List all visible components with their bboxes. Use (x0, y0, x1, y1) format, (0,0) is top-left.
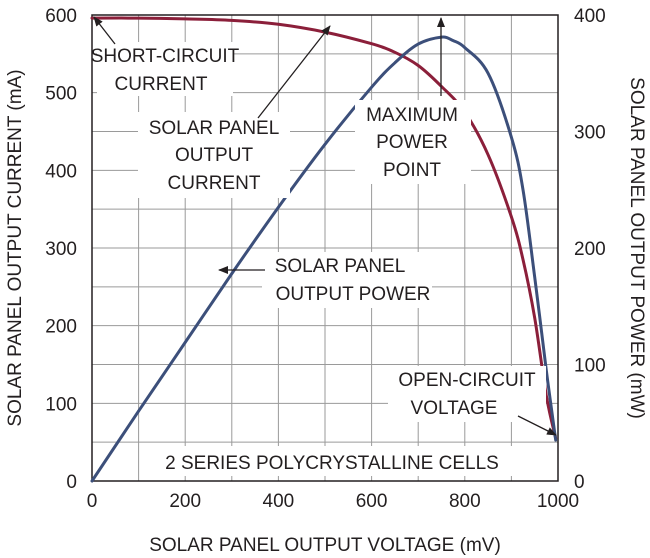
short-circuit-label-line1: SHORT-CIRCUIT (91, 46, 240, 67)
x-tick-label: 600 (356, 491, 388, 512)
output-current-label-line2: OUTPUT (175, 145, 254, 166)
y-left-tick-label: 100 (45, 394, 77, 415)
annotation-short-circuit: SHORT-CIRCUIT CURRENT (91, 16, 240, 96)
y-left-tick-label: 500 (45, 84, 77, 105)
cells-note-label: 2 SERIES POLYCRYSTALLINE CELLS (165, 453, 499, 474)
y-right-tick-labels: 0 100 200 300 400 (574, 6, 606, 493)
short-circuit-label-line2: CURRENT (115, 74, 208, 95)
y-left-tick-label: 400 (45, 161, 77, 182)
output-current-label-line3: CURRENT (168, 173, 261, 194)
open-circuit-label-line2: VOLTAGE (411, 398, 498, 419)
short-circuit-arrow (93, 16, 116, 45)
y-right-tick-label: 400 (574, 6, 606, 27)
open-circuit-arrow (517, 415, 557, 436)
output-power-label-line2: OUTPUT POWER (276, 284, 431, 305)
open-circuit-label-line1: OPEN-CIRCUIT (398, 370, 536, 391)
y-left-tick-label: 0 (66, 472, 77, 493)
output-current-arrow (257, 25, 331, 119)
power-series-line (90, 35, 558, 483)
y-left-tick-label: 300 (45, 239, 77, 260)
x-tick-label: 400 (263, 491, 295, 512)
x-tick-label: 200 (169, 491, 201, 512)
output-power-label-line1: SOLAR PANEL (275, 256, 406, 277)
y-left-tick-label: 600 (45, 6, 77, 27)
output-current-label-line1: SOLAR PANEL (149, 118, 280, 139)
y-right-tick-label: 300 (574, 123, 606, 144)
series-group (90, 16, 558, 483)
x-tick-label: 1000 (537, 491, 579, 512)
x-tick-labels: 0 200 400 600 800 1000 (87, 491, 579, 512)
y-right-tick-label: 0 (574, 472, 585, 493)
current-series-line (90, 16, 558, 440)
annotation-output-current: SOLAR PANEL OUTPUT CURRENT (138, 25, 331, 198)
annotation-cells-note: 2 SERIES POLYCRYSTALLINE CELLS (144, 446, 524, 476)
x-axis-title: SOLAR PANEL OUTPUT VOLTAGE (mV) (149, 535, 501, 556)
y-left-axis-title: SOLAR PANEL OUTPUT CURRENT (mA) (5, 69, 26, 426)
max-power-label-line2: POWER (376, 132, 448, 153)
max-power-label-line1: MAXIMUM (366, 105, 458, 126)
y-left-tick-label: 200 (45, 317, 77, 338)
y-left-tick-labels: 0 100 200 300 400 500 600 (45, 6, 77, 493)
x-tick-label: 0 (87, 491, 98, 512)
plot-frame (91, 14, 559, 482)
y-right-tick-label: 200 (574, 239, 606, 260)
annotation-max-power: MAXIMUM POWER POINT (355, 17, 471, 184)
y-right-tick-label: 100 (574, 356, 606, 377)
max-power-label-line3: POINT (383, 160, 441, 181)
x-tick-label: 800 (449, 491, 481, 512)
annotation-open-circuit: OPEN-CIRCUIT VOLTAGE (388, 366, 557, 436)
y-right-axis-title: SOLAR PANEL OUTPUT POWER (mW) (626, 77, 647, 419)
annotation-output-power: SOLAR PANEL OUTPUT POWER (218, 252, 432, 308)
